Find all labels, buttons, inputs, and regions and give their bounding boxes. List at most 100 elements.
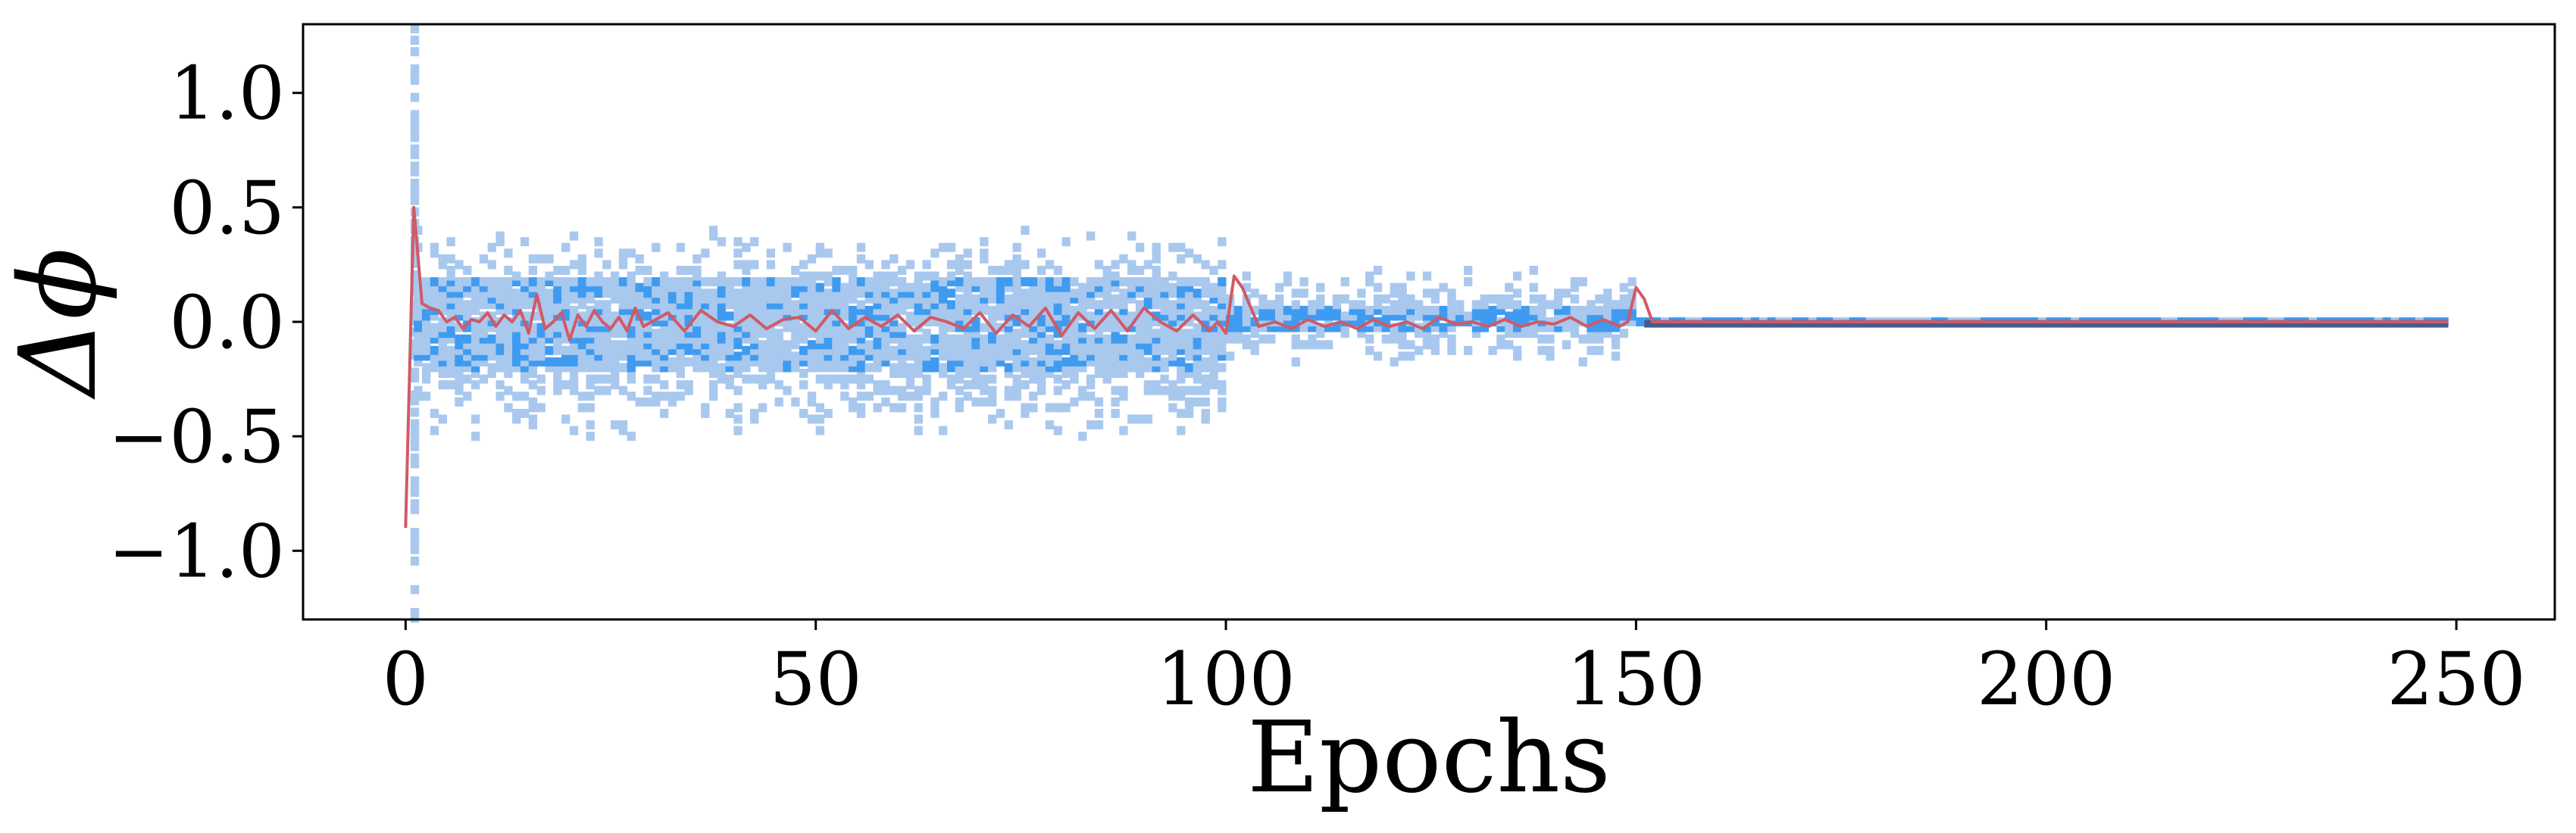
hist-bin [1160, 311, 1169, 321]
hist-bin [421, 363, 431, 373]
hist-bin [1168, 305, 1177, 315]
hist-bin [1193, 397, 1202, 407]
hist-bin [1390, 329, 1399, 339]
hist-bin [1554, 289, 1563, 298]
hist-bin [824, 357, 833, 367]
hist-bin [676, 282, 685, 292]
hist-bin [988, 289, 997, 298]
hist-bin [1218, 403, 1227, 413]
hist-bin [799, 260, 808, 270]
hist-bin [455, 300, 464, 310]
hist-bin [577, 289, 587, 298]
hist-bin [881, 289, 890, 298]
hist-bin [1102, 317, 1111, 326]
hist-bin [528, 345, 538, 355]
hist-bin [684, 282, 693, 292]
hist-bin [1595, 311, 1604, 321]
hist-bin [988, 385, 997, 395]
hist-bin [643, 374, 652, 384]
hist-bin [487, 300, 496, 310]
hist-bin [545, 277, 554, 287]
hist-bin [1562, 289, 1571, 298]
hist-bin [897, 329, 907, 339]
hist-bin [848, 317, 858, 326]
hist-bin [701, 277, 710, 287]
hist-bin [667, 323, 677, 332]
hist-bin [561, 351, 571, 361]
hist-bin [807, 277, 817, 287]
hist-bin [717, 300, 727, 310]
hist-bin [1061, 277, 1071, 287]
hist-bin [766, 282, 776, 292]
hist-bin [766, 248, 776, 258]
hist-bin [807, 254, 817, 264]
hist-bin [824, 329, 833, 339]
hist-bin [1111, 345, 1120, 355]
hist-bin [470, 282, 480, 292]
hist-bin [1308, 311, 1317, 321]
hist-bin [635, 340, 644, 350]
hist-bin [791, 351, 800, 361]
hist-bin [840, 357, 849, 367]
hist-bin [602, 289, 611, 298]
hist-bin [618, 420, 628, 430]
hist-bin [667, 277, 677, 287]
hist-bin [446, 282, 455, 292]
hist-bin [611, 329, 620, 339]
hist-bin [1127, 334, 1136, 344]
hist-bin [708, 340, 718, 350]
hist-bin [881, 282, 890, 292]
hist-bin [536, 357, 546, 367]
hist-bin [1029, 403, 1038, 413]
hist-bin [766, 260, 776, 270]
hist-bin [1505, 294, 1514, 304]
hist-bin [512, 323, 521, 332]
hist-bin [618, 254, 628, 264]
hist-bin [479, 294, 489, 304]
hist-bin [783, 289, 792, 298]
hist-bin [864, 323, 874, 332]
hist-bin [1324, 340, 1333, 350]
hist-bin [410, 528, 420, 538]
hist-bin [1308, 323, 1317, 332]
hist-bin [569, 345, 579, 355]
hist-bin [980, 237, 989, 247]
hist-bin [1021, 317, 1030, 326]
hist-bin [807, 357, 817, 367]
hist-bin [1029, 374, 1038, 384]
hist-bin [1218, 380, 1227, 390]
hist-bin [807, 345, 817, 355]
hist-bin [1004, 420, 1014, 430]
hist-bin [455, 357, 464, 367]
hist-bin [676, 392, 685, 401]
hist-bin [897, 351, 907, 361]
hist-bin [905, 392, 915, 401]
hist-bin [873, 289, 882, 298]
hist-bin [692, 323, 702, 332]
hist-bin [487, 323, 496, 332]
hist-bin [939, 282, 948, 292]
hist-bin [889, 351, 899, 361]
hist-bin [1004, 305, 1014, 315]
hist-bin [414, 300, 423, 310]
hist-bin [1168, 300, 1177, 310]
hist-bin [1193, 334, 1202, 344]
hist-bin [1201, 289, 1210, 298]
hist-bin [504, 351, 513, 361]
hist-bin [586, 392, 595, 401]
hist-bin [832, 300, 841, 310]
hist-bin [1152, 385, 1161, 395]
hist-bin [1168, 351, 1177, 361]
hist-bin [1455, 311, 1465, 321]
hist-bin [1619, 305, 1629, 315]
hist-bin [766, 334, 776, 344]
hist-bin [410, 258, 420, 268]
hist-bin [430, 289, 439, 298]
hist-bin [410, 482, 420, 491]
hist-bin [1447, 334, 1456, 344]
hist-bin [881, 345, 890, 355]
hist-bin [815, 351, 825, 361]
hist-bin [520, 408, 530, 418]
hist-bin [438, 369, 447, 379]
hist-bin [733, 385, 742, 395]
